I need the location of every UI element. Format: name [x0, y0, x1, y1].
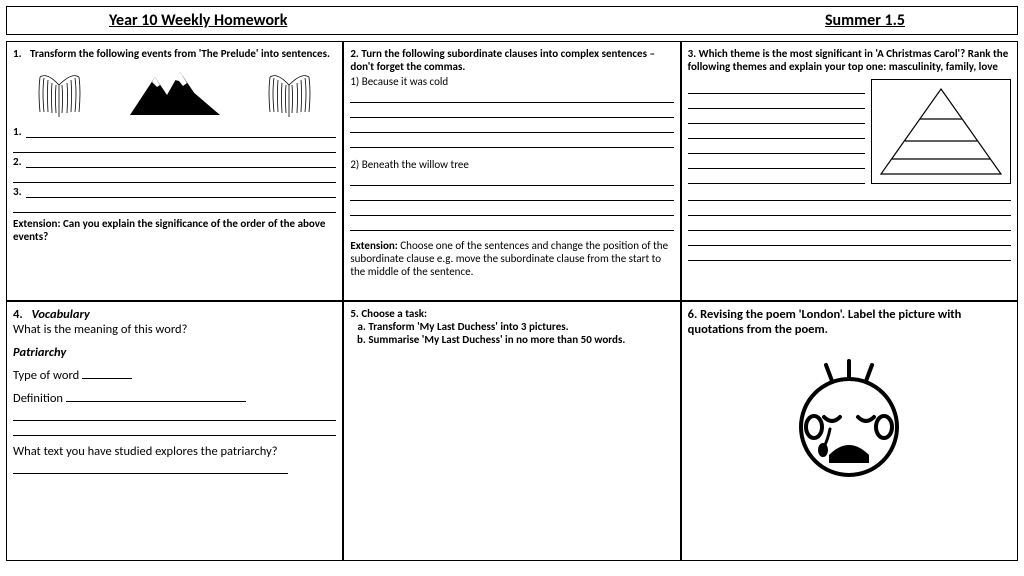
- blank: [688, 233, 1011, 246]
- worksheet-grid: 1. Transform the following events from '…: [6, 41, 1018, 561]
- blank: [13, 170, 336, 183]
- q1-answer1: 1.: [13, 125, 336, 138]
- blank: [688, 203, 1011, 216]
- q1-answer2: 2.: [13, 155, 336, 168]
- title-bar: Year 10 Weekly Homework Summer 1.5: [6, 6, 1018, 35]
- blank: [350, 135, 673, 148]
- cell-2: 2. Turn the following subordinate clause…: [343, 41, 680, 301]
- q5-task-b: Summarise 'My Last Duchess' in no more t…: [368, 333, 673, 346]
- q4-word: Patriarchy: [13, 345, 336, 360]
- q1-images: [13, 64, 336, 119]
- blank: [688, 248, 1011, 261]
- blank: [350, 105, 673, 118]
- cell-4: 4. Vocabulary What is the meaning of thi…: [6, 301, 343, 561]
- blank: [13, 461, 288, 474]
- cell-5: 5. Choose a task: Transform 'My Last Duc…: [343, 301, 680, 561]
- q4-definition: Definition: [13, 391, 336, 406]
- cell-3: 3. Which theme is the most significant i…: [681, 41, 1018, 301]
- willow-tree-icon: [32, 67, 87, 117]
- mountain-icon: [125, 67, 225, 117]
- q1-extension: Extension: Can you explain the significa…: [13, 217, 336, 243]
- q4-question: What is the meaning of this word?: [13, 322, 336, 337]
- q5-prompt: 5. Choose a task:: [350, 307, 673, 320]
- blank: [350, 90, 673, 103]
- blank: [13, 423, 336, 436]
- q5-tasks: Transform 'My Last Duchess' into 3 pictu…: [350, 320, 673, 346]
- pyramid-diagram: [871, 79, 1011, 184]
- blank: [688, 218, 1011, 231]
- blank: [350, 173, 673, 186]
- q4-header: 4. Vocabulary: [13, 307, 336, 322]
- crying-face-icon: [688, 355, 1011, 485]
- blank: [13, 408, 336, 421]
- q1-answer3: 3.: [13, 185, 336, 198]
- q5-task-a: Transform 'My Last Duchess' into 3 pictu…: [368, 320, 673, 333]
- q1-prompt: 1. Transform the following events from '…: [13, 47, 336, 60]
- q2-prompt: 2. Turn the following subordinate clause…: [350, 47, 673, 73]
- q6-prompt: 6. Revising the poem 'London'. Label the…: [688, 307, 1011, 337]
- blank: [350, 203, 673, 216]
- title-right: Summer 1.5: [825, 11, 905, 30]
- q2-clause-a: 1) Because it was cold: [350, 75, 673, 88]
- blank: [13, 200, 336, 213]
- q2-clause-b: 2) Beneath the willow tree: [350, 158, 673, 171]
- cell-1: 1. Transform the following events from '…: [6, 41, 343, 301]
- q4-final: What text you have studied explores the …: [13, 444, 336, 459]
- blank: [350, 218, 673, 231]
- cell-6: 6. Revising the poem 'London'. Label the…: [681, 301, 1018, 561]
- q3-prompt: 3. Which theme is the most significant i…: [688, 47, 1011, 73]
- q3-answer-lines: [688, 79, 867, 186]
- blank: [350, 120, 673, 133]
- q2-extension: Extension: Choose one of the sentences a…: [350, 239, 673, 278]
- blank: [688, 188, 1011, 201]
- title-left: Year 10 Weekly Homework: [109, 11, 287, 30]
- blank: [13, 140, 336, 153]
- willow-tree-icon: [262, 67, 317, 117]
- blank: [350, 188, 673, 201]
- q4-type: Type of word: [13, 368, 336, 383]
